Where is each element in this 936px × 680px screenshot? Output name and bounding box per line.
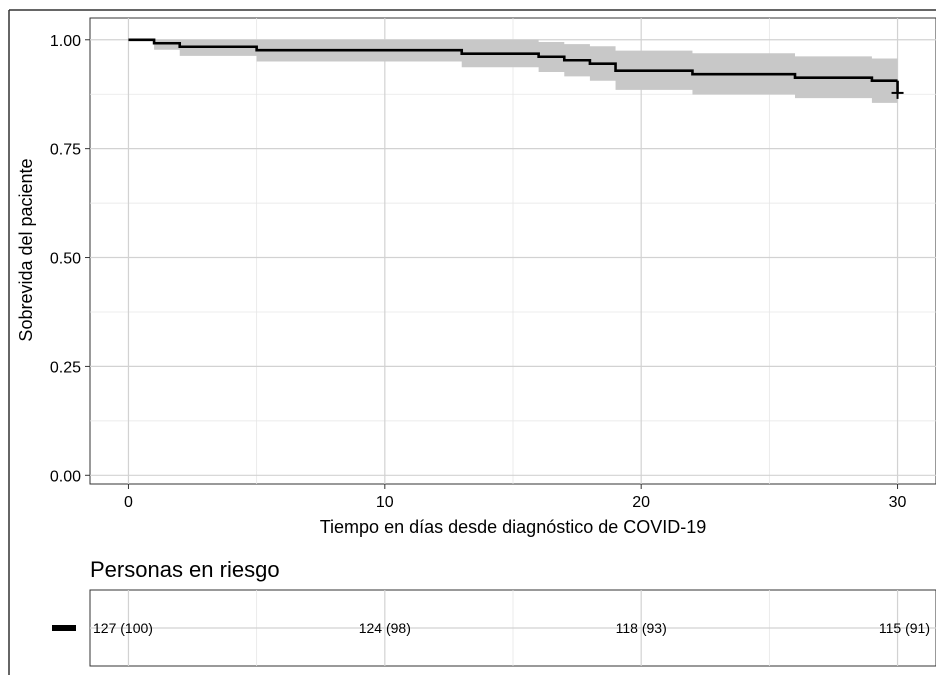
- survival-curve: [128, 38, 904, 99]
- risk-table-values: 127 (100) 124 (98) 118 (93) 115 (91): [93, 620, 930, 636]
- y-axis-label: Sobrevida del paciente: [16, 158, 36, 341]
- x-tick-label: 30: [889, 494, 907, 511]
- y-tick-label: 0.00: [50, 468, 81, 485]
- risk-count-label: 118 (93): [616, 620, 667, 636]
- risk-count-label: 127 (100): [93, 620, 153, 636]
- grid-lines: [90, 18, 936, 484]
- y-tick-label: 1.00: [50, 33, 81, 50]
- y-tick-label: 0.25: [50, 359, 81, 376]
- risk-table-title: Personas en riesgo: [90, 557, 280, 582]
- x-axis-label: Tiempo en días desde diagnóstico de COVI…: [320, 517, 707, 537]
- x-tick-label: 20: [632, 494, 650, 511]
- risk-count-label: 115 (91): [879, 620, 930, 636]
- survival-step-line: [128, 38, 898, 83]
- risk-strata-legend-key: [52, 625, 76, 631]
- y-tick-label: 0.50: [50, 251, 81, 268]
- x-axis-ticks: 0 10 20 30: [124, 484, 907, 511]
- confidence-band: [128, 39, 898, 103]
- risk-table-grid: [90, 590, 936, 666]
- ci-band-area: [128, 39, 898, 103]
- y-axis-ticks: 0.00 0.25 0.50 0.75 1.00: [50, 33, 90, 485]
- x-tick-label: 0: [124, 494, 133, 511]
- x-tick-label: 10: [376, 494, 394, 511]
- risk-count-label: 124 (98): [359, 620, 411, 636]
- y-tick-label: 0.75: [50, 142, 81, 159]
